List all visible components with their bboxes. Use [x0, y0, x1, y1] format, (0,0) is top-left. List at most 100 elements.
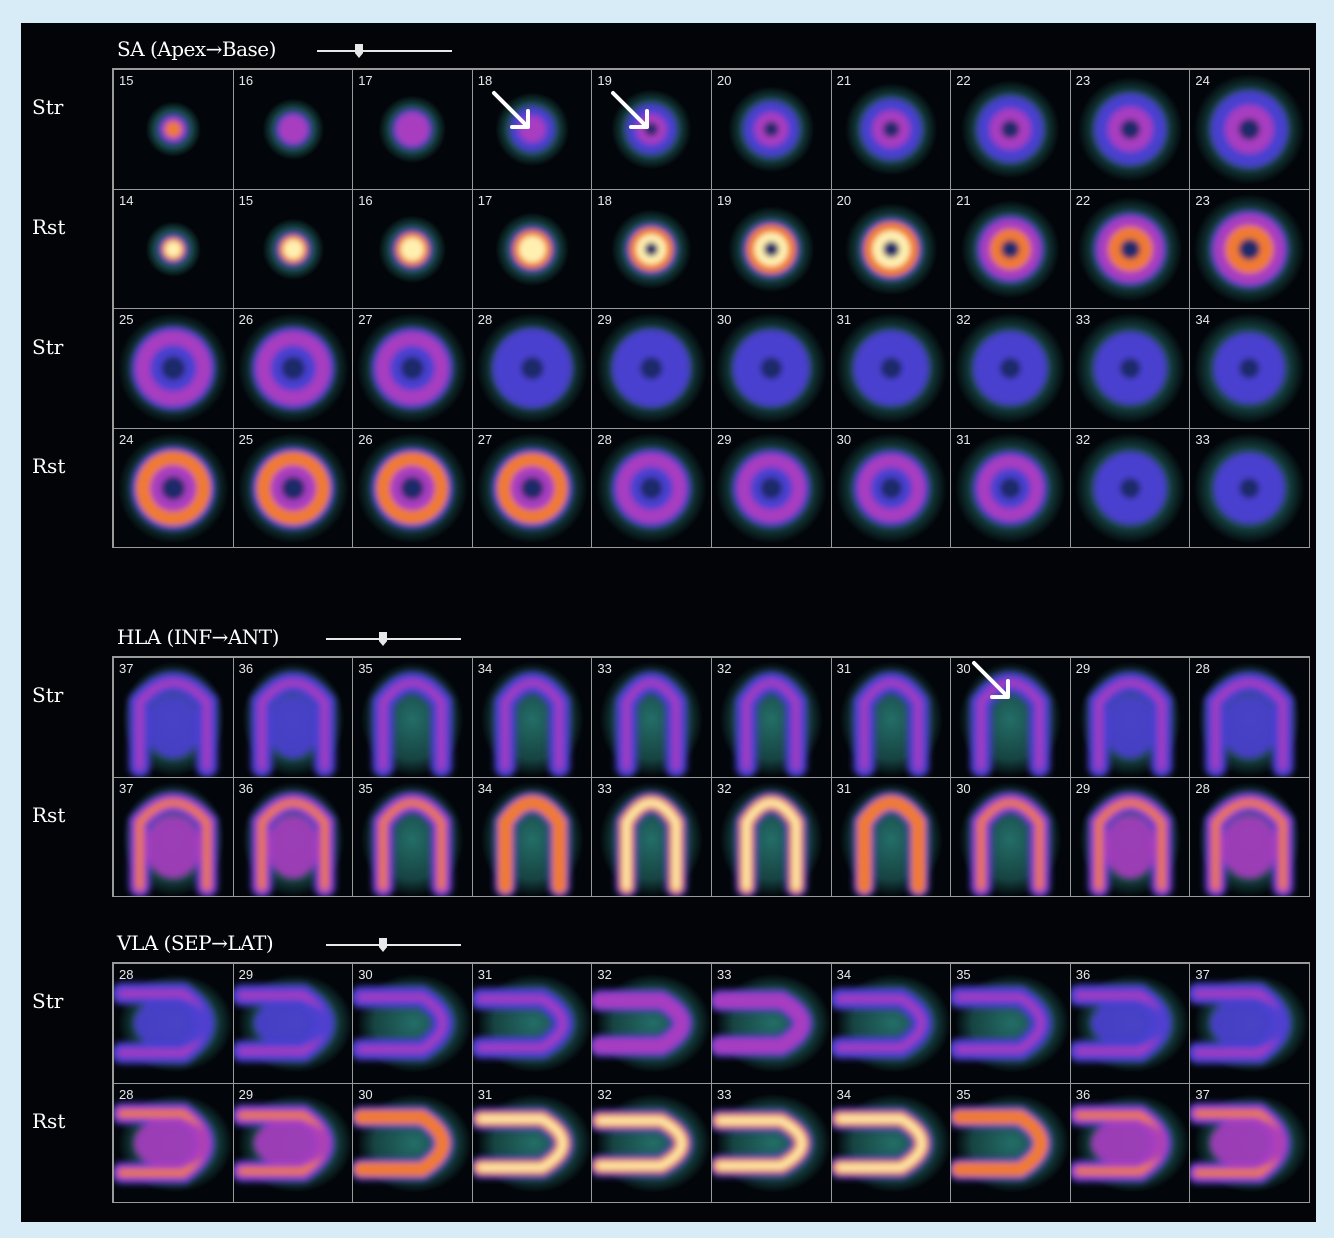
sa-slice-cell: 22 [950, 69, 1071, 190]
vla-slice-cell: 30 [352, 1082, 473, 1203]
perfusion-image [262, 98, 324, 160]
slice-number: 23 [1195, 192, 1210, 208]
perfusion-image [728, 86, 815, 173]
slice-number: 25 [238, 431, 254, 447]
perfusion-image [844, 202, 938, 295]
vla-slice-cell: 34 [830, 1082, 952, 1203]
vla-section-title: VLA (SEP→LAT) [117, 931, 274, 955]
perfusion-image [835, 312, 947, 424]
slider-track [317, 50, 452, 52]
slice-number: 30 [358, 1086, 373, 1102]
perfusion-image [596, 312, 708, 424]
perfusion-image [353, 1093, 472, 1193]
vla-slice-slider[interactable] [326, 938, 461, 952]
perfusion-image [1198, 661, 1302, 777]
slice-number: 30 [836, 431, 852, 447]
hla-slice-cell: 30 [950, 657, 1071, 778]
perfusion-image [237, 312, 349, 424]
vla-slice-cell: 31 [471, 1082, 593, 1203]
slice-number: 31 [477, 967, 493, 982]
sa-slice-cell: 25 [232, 427, 354, 548]
vla-slice-cell: 37 [1189, 1082, 1310, 1203]
perfusion-image [114, 973, 233, 1073]
slice-number: 33 [717, 967, 732, 982]
perfusion-image [961, 199, 1060, 298]
slice-number: 29 [717, 431, 732, 447]
slice-number: 19 [717, 192, 732, 208]
vla-slice-cell: 36 [1069, 963, 1191, 1084]
slice-number: 35 [358, 661, 373, 676]
slice-number: 33 [597, 780, 612, 796]
slice-number: 19 [597, 73, 612, 88]
perfusion-image [959, 661, 1062, 777]
perfusion-image [1074, 312, 1186, 424]
perfusion-image [241, 661, 345, 777]
vla-slice-cell: 33 [711, 1082, 832, 1203]
slice-number: 36 [238, 661, 254, 676]
hla-slice-slider[interactable] [326, 632, 461, 646]
vla-slice-cell: 31 [471, 963, 593, 1084]
sa-slice-cell: 23 [1069, 69, 1191, 190]
slice-number: 32 [956, 312, 971, 327]
slider-thumb[interactable] [355, 44, 363, 58]
perfusion-image [712, 1093, 831, 1193]
perfusion-image [117, 312, 229, 424]
perfusion-image [600, 781, 704, 896]
perfusion-image [955, 432, 1066, 544]
sa-slice-cell: 26 [352, 427, 473, 548]
sa-slice-cell: 20 [830, 188, 952, 309]
perfusion-image [835, 432, 947, 544]
slice-number: 15 [119, 73, 134, 88]
sa-slice-cell: 24 [1189, 69, 1310, 190]
perfusion-image [1198, 781, 1302, 896]
slider-thumb[interactable] [379, 632, 387, 646]
sa-slice-cell: 21 [830, 69, 952, 190]
sa-slice-cell: 33 [1069, 308, 1191, 429]
perfusion-image [1190, 973, 1309, 1073]
perfusion-image [117, 432, 229, 544]
hla-slice-cell: 37 [113, 776, 234, 897]
perfusion-image [237, 432, 349, 544]
perfusion-image [715, 312, 827, 424]
perfusion-image [121, 661, 225, 777]
defect-arrow-icon [611, 91, 650, 129]
slice-number: 30 [717, 312, 732, 327]
perfusion-image [1070, 1093, 1190, 1193]
slice-number: 28 [1195, 661, 1210, 676]
slice-number: 16 [358, 192, 373, 208]
vla-slice-grid: 28 29 30 31 32 33 34 35 36 37 28 29 30 31 32 33 34 35 36 37 [112, 962, 1310, 1203]
slice-number: 36 [1075, 1086, 1091, 1102]
slice-number: 35 [358, 780, 373, 796]
sa-slice-cell: 18 [591, 188, 712, 309]
hla-slice-cell: 33 [591, 657, 712, 778]
vla-slice-cell: 35 [950, 963, 1071, 1084]
sa-slice-cell: 17 [352, 69, 473, 190]
sa-slice-cell: 16 [352, 188, 473, 309]
sa-slice-cell: 23 [1189, 188, 1310, 309]
slice-number: 25 [119, 312, 134, 327]
perfusion-image [592, 1093, 711, 1193]
slice-number: 27 [477, 431, 493, 447]
perfusion-image [592, 973, 711, 1073]
slider-thumb[interactable] [379, 938, 387, 952]
sa-slice-cell: 15 [232, 188, 354, 309]
perfusion-image [233, 973, 353, 1073]
sa-slice-slider[interactable] [317, 44, 452, 58]
perfusion-image [959, 781, 1062, 896]
slice-number: 22 [1075, 192, 1091, 208]
slice-number: 33 [1075, 312, 1091, 327]
slice-number: 30 [956, 780, 971, 796]
slice-number: 30 [956, 661, 971, 676]
perfusion-image [145, 101, 201, 157]
slice-number: 29 [1075, 661, 1091, 676]
slice-number: 33 [597, 661, 612, 676]
slice-number: 32 [597, 967, 612, 982]
slice-number: 21 [956, 192, 971, 208]
sa-slice-cell: 28 [471, 308, 593, 429]
perfusion-image [1074, 432, 1186, 544]
slice-number: 28 [119, 967, 134, 982]
slice-number: 37 [1195, 1086, 1210, 1102]
hla-slice-cell: 37 [113, 657, 234, 778]
slice-number: 30 [358, 967, 373, 982]
perfusion-image [472, 1093, 592, 1193]
